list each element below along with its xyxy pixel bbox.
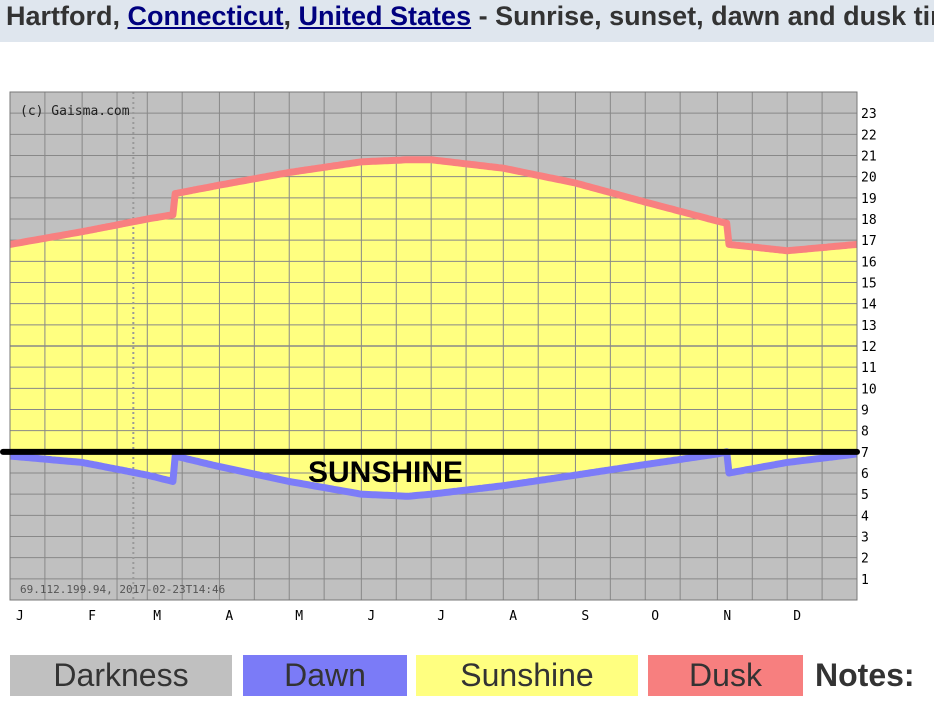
- y-tick-label: 19: [861, 192, 877, 207]
- y-tick-label: 9: [861, 404, 869, 419]
- y-tick-label: 3: [861, 531, 869, 546]
- legend-sunshine: Sunshine: [416, 655, 638, 696]
- y-tick-label: 18: [861, 213, 877, 228]
- x-tick-label: J: [437, 609, 445, 624]
- separator: ,: [112, 1, 128, 31]
- legend-dawn: Dawn: [243, 655, 407, 696]
- y-tick-label: 15: [861, 277, 877, 292]
- x-tick-label: A: [509, 609, 517, 624]
- y-tick-label: 17: [861, 234, 877, 249]
- x-tick-label: J: [16, 609, 24, 624]
- y-tick-label: 14: [861, 298, 877, 313]
- city-name: Hartford: [6, 1, 113, 31]
- y-tick-label: 16: [861, 255, 877, 270]
- state-link[interactable]: Connecticut: [127, 1, 284, 31]
- y-tick-label: 13: [861, 319, 877, 334]
- x-tick-label: J: [367, 609, 375, 624]
- y-tick-label: 1: [861, 573, 869, 588]
- y-tick-label: 7: [861, 446, 869, 461]
- y-tick-label: 21: [861, 150, 877, 165]
- legend-sunshine-label: Sunshine: [460, 657, 594, 693]
- legend-darkness: Darkness: [10, 655, 232, 696]
- legend-dusk: Dusk: [648, 655, 803, 696]
- country-link[interactable]: United States: [298, 1, 472, 31]
- y-tick-label: 23: [861, 107, 877, 122]
- separator: ,: [283, 1, 299, 31]
- y-tick-label: 6: [861, 467, 869, 482]
- plot-border: [9, 91, 858, 601]
- x-tick-label: S: [581, 609, 589, 624]
- page-header: Hartford, Connecticut, United States - S…: [0, 0, 934, 42]
- y-tick-label: 10: [861, 382, 877, 397]
- x-tick-label: D: [793, 609, 801, 624]
- y-tick-label: 4: [861, 509, 869, 524]
- y-tick-label: 2: [861, 552, 869, 567]
- x-tick-label: O: [651, 609, 659, 624]
- y-tick-label: 8: [861, 425, 869, 440]
- y-tick-label: 12: [861, 340, 877, 355]
- legend-dusk-label: Dusk: [689, 657, 762, 693]
- legend-dawn-label: Dawn: [284, 657, 366, 693]
- sunshine-annotation: SUNSHINE: [308, 456, 463, 489]
- x-tick-label: M: [153, 609, 161, 624]
- x-tick-label: A: [225, 609, 233, 624]
- title-suffix: - Sunrise, sunset, dawn and dusk times: [471, 1, 934, 31]
- y-tick-label: 5: [861, 488, 869, 503]
- legend-darkness-label: Darkness: [53, 657, 189, 693]
- copyright-text: (c) Gaisma.com: [20, 104, 130, 119]
- dusk-band: [8, 156, 859, 255]
- y-tick-label: 22: [861, 128, 877, 143]
- x-tick-label: N: [723, 609, 731, 624]
- notes-label: Notes:: [815, 657, 915, 693]
- page-title: Hartford, Connecticut, United States - S…: [6, 1, 934, 32]
- x-tick-label: M: [295, 609, 303, 624]
- y-tick-label: 20: [861, 171, 877, 186]
- footer-stamp: 69.112.199.94, 2017-02-23T14:46: [20, 583, 225, 596]
- y-tick-label: 11: [861, 361, 877, 376]
- x-tick-label: F: [88, 609, 96, 624]
